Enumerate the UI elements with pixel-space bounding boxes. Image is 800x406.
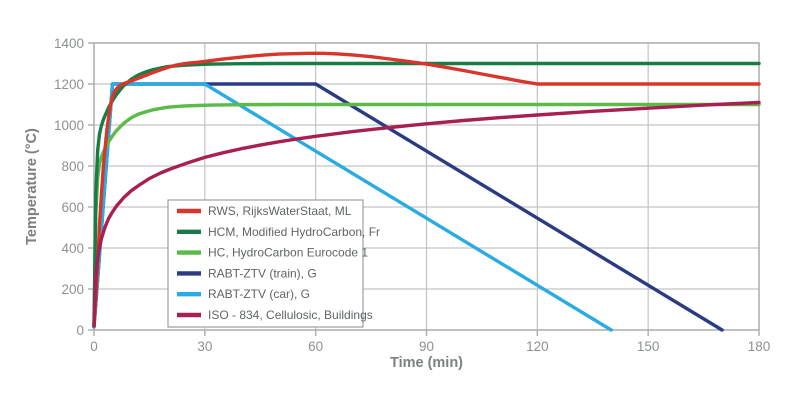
series-line-4 [92, 82, 613, 332]
series-line-5 [92, 100, 761, 328]
x-tick-label: 120 [526, 339, 549, 354]
x-tick-label: 90 [419, 339, 434, 354]
legend-box [167, 199, 364, 328]
y-tick-label: 600 [61, 200, 84, 215]
y-tick-label: 200 [61, 282, 84, 297]
legend-label-2: HC, HydroCarbon Eurocode 1 [208, 246, 368, 260]
x-axis-label: Time (min) [390, 355, 463, 371]
y-tick-label: 400 [61, 241, 84, 256]
x-tick-label: 60 [308, 339, 323, 354]
legend: RWS, RijksWaterStaat, ML HCM, Modified Hy… [167, 199, 380, 328]
legend-label-4: RABT-ZTV (car), G [208, 287, 310, 301]
axis-ticks: 0 200 400 600 800 1000 1200 1400 0 30 60 90 120 150 18… [54, 36, 770, 354]
legend-label-5: ISO - 834, Cellulosic, Buildings [208, 308, 373, 322]
x-tick-label: 30 [197, 339, 212, 354]
x-tick-label: 150 [637, 339, 660, 354]
y-tick-label: 1400 [54, 36, 84, 51]
series-line-2 [92, 102, 761, 328]
y-tick-label: 1000 [54, 118, 84, 133]
y-tick-label: 0 [76, 323, 84, 338]
series-curves [92, 51, 761, 332]
y-axis-label: Temperature (°C) [24, 128, 40, 245]
x-tick-label: 0 [90, 339, 98, 354]
x-tick-label: 180 [748, 339, 771, 354]
y-tick-label: 1200 [54, 77, 84, 92]
series-line-0 [92, 51, 761, 328]
legend-label-0: RWS, RijksWaterStaat, ML [208, 204, 352, 218]
y-tick-label: 800 [61, 159, 84, 174]
legend-label-3: RABT-ZTV (train), G [208, 266, 317, 280]
legend-label-1: HCM, Modified HydroCarbon, Fr [208, 225, 380, 239]
